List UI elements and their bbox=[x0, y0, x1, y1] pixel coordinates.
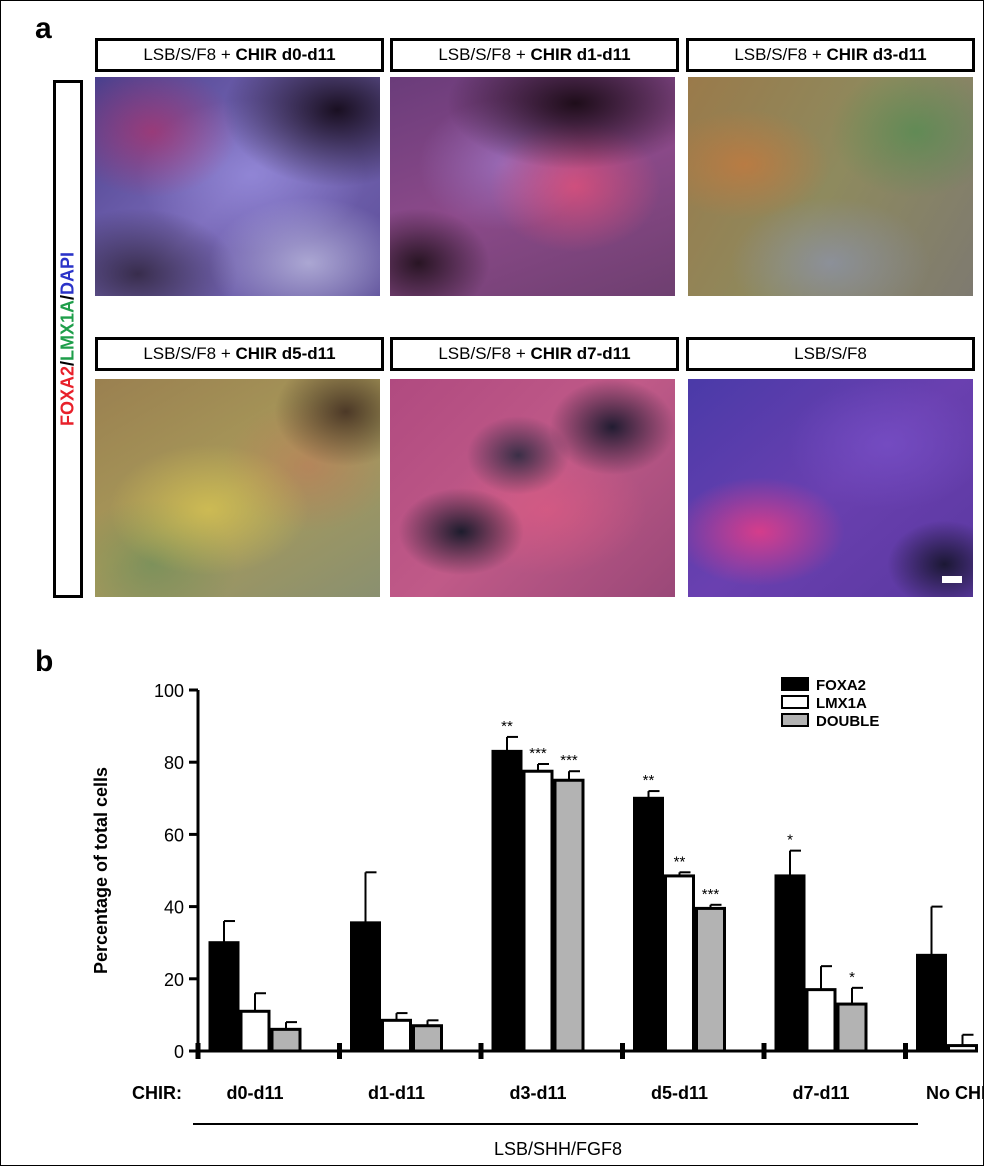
significance-label: ** bbox=[674, 853, 686, 870]
significance-label: ** bbox=[501, 718, 513, 735]
bar-double bbox=[270, 1027, 302, 1053]
legend-label-double: DOUBLE bbox=[816, 713, 879, 730]
condition-prefix: LSB/S/F8 + bbox=[143, 344, 231, 363]
bar-foxa2 bbox=[916, 953, 947, 1053]
y-tick-label: 60 bbox=[164, 825, 184, 845]
legend-swatch-lmx1a bbox=[781, 695, 809, 709]
group-label: LSB/SHH/FGF8 bbox=[494, 1139, 622, 1159]
x-tick-label: d0-d11 bbox=[226, 1083, 283, 1103]
y-tick-label: 20 bbox=[164, 970, 184, 990]
x-tick-label: d3-d11 bbox=[509, 1083, 566, 1103]
y-axis-label: Percentage of total cells bbox=[91, 767, 111, 974]
bar-lmx1a bbox=[664, 874, 695, 1053]
condition-prefix: LSB/S/F8 + bbox=[143, 45, 231, 64]
micrograph-d5 bbox=[95, 379, 380, 597]
y-tick-label: 80 bbox=[164, 753, 184, 773]
significance-label: *** bbox=[529, 745, 547, 762]
bar-lmx1a bbox=[947, 1044, 978, 1053]
micrograph-no-chir bbox=[688, 379, 973, 597]
bar-double bbox=[836, 1002, 868, 1053]
chart-axes: 0 20 40 60 80 100 Percentage of total cells CHI… bbox=[91, 681, 984, 1159]
bar-foxa2 bbox=[208, 941, 240, 1053]
condition-prefix: LSB/S/F8 + bbox=[438, 344, 526, 363]
x-prefix-label: CHIR: bbox=[132, 1083, 182, 1103]
condition-bold: CHIR d7-d11 bbox=[530, 344, 631, 363]
micrograph-d0 bbox=[95, 77, 380, 296]
significance-label: * bbox=[849, 969, 855, 986]
stain-sep-2: / bbox=[57, 294, 78, 300]
significance-label: * bbox=[787, 832, 793, 849]
x-tick-label: d1-d11 bbox=[368, 1083, 425, 1103]
bar-foxa2 bbox=[633, 796, 664, 1053]
legend-label-lmx1a: LMX1A bbox=[816, 695, 867, 712]
micrograph-d1 bbox=[390, 77, 675, 296]
scale-bar bbox=[942, 576, 962, 583]
x-tick-label: No CHIR bbox=[926, 1083, 984, 1103]
significance-label: *** bbox=[702, 886, 720, 903]
bar-double bbox=[695, 906, 726, 1053]
y-tick-label: 0 bbox=[174, 1042, 184, 1062]
significance-label: *** bbox=[560, 752, 578, 769]
stain-lmx1a: LMX1A bbox=[57, 299, 78, 362]
bar-lmx1a bbox=[381, 1018, 412, 1053]
condition-label-d0: LSB/S/F8 + CHIR d0-d11 bbox=[95, 38, 384, 72]
condition-prefix: LSB/S/F8 + bbox=[438, 45, 526, 64]
legend-label-foxa2: FOXA2 bbox=[816, 677, 866, 694]
stain-legend: FOXA2/LMX1A/DAPI bbox=[58, 252, 79, 426]
significance-label: ** bbox=[643, 772, 655, 789]
bar-foxa2 bbox=[774, 874, 806, 1053]
condition-label-d5: LSB/S/F8 + CHIR d5-d11 bbox=[95, 337, 384, 371]
bar-double bbox=[553, 778, 585, 1053]
bar-lmx1a bbox=[239, 1009, 271, 1053]
chart-bars: ***************** bbox=[208, 718, 978, 1053]
bar-foxa2 bbox=[350, 921, 381, 1053]
condition-bold: CHIR d3-d11 bbox=[826, 45, 927, 64]
y-tick-label: 40 bbox=[164, 898, 184, 918]
condition-bold: CHIR d1-d11 bbox=[530, 45, 631, 64]
condition-label-d7: LSB/S/F8 + CHIR d7-d11 bbox=[390, 337, 679, 371]
bar-chart: 0 20 40 60 80 100 Percentage of total cells CHI… bbox=[91, 677, 984, 1159]
panel-b-letter: b bbox=[35, 645, 54, 678]
stain-sep-1: / bbox=[57, 361, 78, 367]
panel-a-letter: a bbox=[35, 12, 52, 45]
bar-foxa2 bbox=[491, 749, 523, 1053]
condition-bold: CHIR d0-d11 bbox=[235, 45, 336, 64]
bar-lmx1a bbox=[522, 769, 554, 1053]
bar-lmx1a bbox=[805, 988, 837, 1053]
stain-dapi: DAPI bbox=[57, 251, 78, 295]
x-tick-label: d5-d11 bbox=[651, 1083, 708, 1103]
stain-legend-box: FOXA2/LMX1A/DAPI bbox=[53, 80, 83, 598]
legend-swatch-double bbox=[781, 713, 809, 727]
micrograph-d3 bbox=[688, 77, 973, 296]
x-tick-label: d7-d11 bbox=[792, 1083, 849, 1103]
condition-prefix: LSB/S/F8 bbox=[794, 344, 867, 363]
stain-foxa2: FOXA2 bbox=[57, 366, 78, 427]
condition-label-no-chir: LSB/S/F8 bbox=[686, 337, 975, 371]
condition-label-d1: LSB/S/F8 + CHIR d1-d11 bbox=[390, 38, 679, 72]
y-tick-label: 100 bbox=[154, 681, 184, 701]
bar-double bbox=[412, 1024, 443, 1053]
condition-prefix: LSB/S/F8 + bbox=[734, 45, 822, 64]
condition-label-d3: LSB/S/F8 + CHIR d3-d11 bbox=[686, 38, 975, 72]
legend-swatch-foxa2 bbox=[781, 677, 809, 691]
micrograph-d7 bbox=[390, 379, 675, 597]
condition-bold: CHIR d5-d11 bbox=[235, 344, 336, 363]
